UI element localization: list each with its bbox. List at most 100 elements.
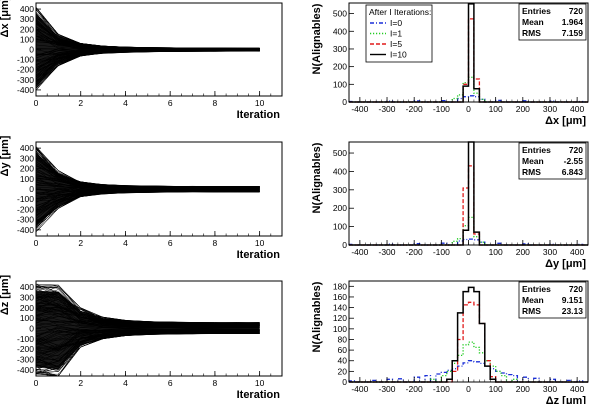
y-tick-label: 300 <box>20 14 34 24</box>
y-axis-title: N(Alignables) <box>311 3 323 74</box>
x-tick-label: 8 <box>213 238 218 248</box>
stats-label: RMS <box>522 167 541 177</box>
x-tick-label: 100 <box>489 384 503 394</box>
x-tick-label: -400 <box>351 247 368 257</box>
x-tick-label: 0 <box>466 104 471 114</box>
y-tick-label: 0 <box>342 97 347 107</box>
x-axis-title: Δz [μm] <box>546 395 587 404</box>
y-tick-label: 200 <box>20 303 34 313</box>
trajectory-band <box>36 152 260 227</box>
y-tick-label: 100 <box>20 34 34 44</box>
y-tick-label: 0 <box>342 377 347 387</box>
legend-label: I=10 <box>390 50 407 60</box>
y-tick-label: 300 <box>20 153 34 163</box>
histogram-I1 <box>349 341 588 383</box>
x-tick-label: 100 <box>489 104 503 114</box>
y-tick-label: -400 <box>17 85 34 95</box>
stats-box: Entries 720 Mean 1.964 RMS 7.159 <box>518 3 587 41</box>
x-tick-label: 8 <box>213 378 218 388</box>
y-tick-label: 300 <box>20 293 34 303</box>
x-axis-title: Δx [μm] <box>545 115 586 127</box>
x-tick-label: 400 <box>570 247 584 257</box>
x-tick-label: -200 <box>406 384 423 394</box>
chart-hist-dy: -400 -300 -200 -100 0 100 200 300 400 0 100 200 300 4… <box>311 141 589 270</box>
stats-value: 720 <box>569 6 583 16</box>
x-tick-label: 0 <box>34 238 39 248</box>
y-tick-label: 400 <box>333 166 347 176</box>
x-tick-label: -300 <box>379 104 396 114</box>
stats-value: 1.964 <box>562 17 584 27</box>
x-tick-label: 0 <box>34 378 39 388</box>
y-tick-label: 100 <box>20 174 34 184</box>
x-tick-label: 0 <box>466 384 471 394</box>
legend-label: I=1 <box>390 29 402 39</box>
y-tick-label: 0 <box>29 324 34 334</box>
stats-value: 23.13 <box>562 306 584 316</box>
y-tick-label: 400 <box>333 26 347 36</box>
y-axis-title: N(Alignables) <box>311 281 323 352</box>
stats-value: 720 <box>569 145 583 155</box>
trajectory-line <box>35 332 260 375</box>
y-tick-label: 100 <box>333 222 347 232</box>
y-tick-label: 400 <box>20 143 34 153</box>
y-tick-label: -300 <box>17 215 34 225</box>
y-tick-label: 20 <box>338 366 348 376</box>
stats-value: 6.843 <box>562 167 584 177</box>
legend-label: I=0 <box>390 18 402 28</box>
y-tick-label: -300 <box>17 75 34 85</box>
y-tick-label: 500 <box>333 148 347 158</box>
y-tick-label: 300 <box>333 44 347 54</box>
y-tick-label: 100 <box>20 313 34 323</box>
trajectory-band <box>36 290 260 369</box>
x-tick-label: 200 <box>516 247 530 257</box>
stats-frame <box>518 281 587 319</box>
x-tick-label: 300 <box>543 247 557 257</box>
y-tick-label: -200 <box>17 344 34 354</box>
y-tick-label: 100 <box>333 79 347 89</box>
y-tick-label: -400 <box>17 225 34 235</box>
stats-value: 7.159 <box>562 28 584 38</box>
stats-value: -2.55 <box>564 156 584 166</box>
y-tick-label: 500 <box>333 9 347 19</box>
legend: After I Iterations:I=0I=1I=5I=10 <box>365 4 433 63</box>
stats-box: Entries 720 Mean 9.151 RMS 23.13 <box>518 281 587 319</box>
stats-label: Mean <box>522 295 544 305</box>
y-tick-label: 200 <box>20 164 34 174</box>
x-tick-label: 300 <box>543 384 557 394</box>
y-tick-label: -200 <box>17 65 34 75</box>
x-tick-label: -100 <box>433 384 450 394</box>
y-tick-label: 300 <box>333 185 347 195</box>
chart-hist-dx: -400 -300 -200 -100 0 100 200 300 400 0 100 200 300 4… <box>311 2 589 127</box>
x-tick-label: -200 <box>406 247 423 257</box>
x-tick-label: 0 <box>466 247 471 257</box>
y-tick-label: 80 <box>338 334 348 344</box>
stats-value: 9.151 <box>562 295 584 305</box>
y-tick-label: 0 <box>29 184 34 194</box>
x-tick-label: -400 <box>351 384 368 394</box>
stats-label: Mean <box>522 17 544 27</box>
x-tick-label: -100 <box>433 247 450 257</box>
x-tick-label: 400 <box>570 384 584 394</box>
x-tick-label: 6 <box>168 98 173 108</box>
stats-label: RMS <box>522 28 541 38</box>
y-tick-label: 120 <box>333 313 347 323</box>
x-axis-title: Iteration <box>237 109 281 121</box>
y-tick-label: -100 <box>17 334 34 344</box>
y-tick-label: -300 <box>17 354 34 364</box>
y-tick-label: 200 <box>20 24 34 34</box>
chart-hist-dz: -400 -300 -200 -100 0 100 200 300 40002040608010… <box>311 280 589 404</box>
y-tick-label: -100 <box>17 194 34 204</box>
y-axis-title: Δy [μm] <box>0 135 11 176</box>
chart-conv-dy: 0 2 4 6 8 10-400-300-200-1000100200300400Iter… <box>0 135 283 261</box>
x-tick-label: 100 <box>489 247 503 257</box>
chart-conv-dx: 0 2 4 6 8 10-400-300-200-1000100200300400Iter… <box>0 0 283 121</box>
stats-label: Entries <box>522 145 551 155</box>
x-tick-label: 200 <box>516 104 530 114</box>
x-tick-label: -300 <box>379 384 396 394</box>
x-tick-label: 4 <box>123 238 128 248</box>
x-tick-label: -300 <box>379 247 396 257</box>
x-tick-label: 10 <box>255 98 265 108</box>
x-tick-label: 200 <box>516 384 530 394</box>
x-axis-title: Iteration <box>237 389 281 401</box>
chart-conv-dz: 0 2 4 6 8 10-400-300-200-1000100200300400Iter… <box>0 275 283 401</box>
